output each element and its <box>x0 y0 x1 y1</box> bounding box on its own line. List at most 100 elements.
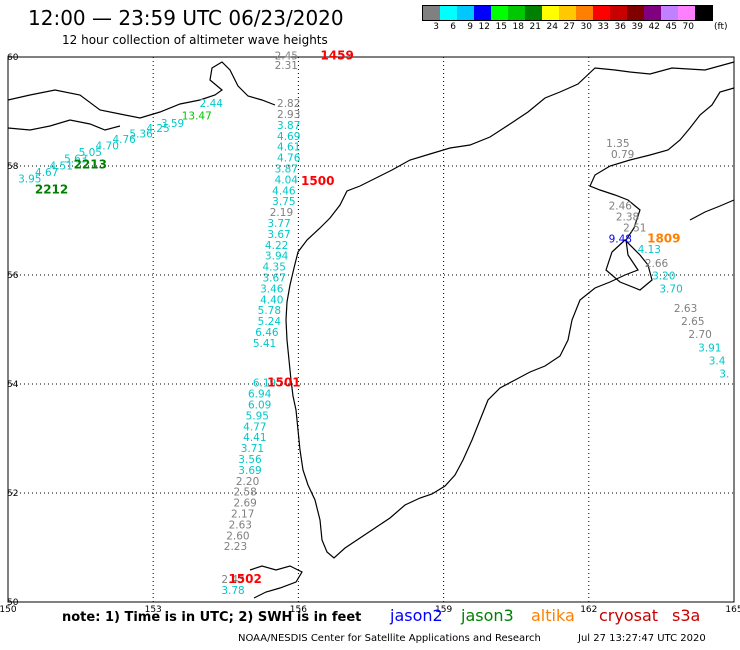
page-subtitle: 12 hour collection of altimeter wave hei… <box>62 33 328 47</box>
scale-swatch <box>508 6 525 20</box>
swh-value: 2.17 <box>231 509 254 521</box>
swh-value: 6.09 <box>248 400 271 412</box>
swh-value: 2.69 <box>233 498 256 510</box>
lon-tick-label: 165 <box>725 605 740 615</box>
swh-value: 3.75 <box>272 196 295 208</box>
sakhalin-tip <box>249 565 303 599</box>
scale-swatch <box>542 6 559 20</box>
coastline <box>7 61 735 599</box>
lon-tick-label: 153 <box>145 605 162 615</box>
swh-value: 2.70 <box>688 329 711 341</box>
swh-value: 2.58 <box>233 487 256 499</box>
scale-label: 42 <box>648 22 660 32</box>
scale-swatch <box>593 6 610 20</box>
lat-tick-label: 60 <box>7 53 19 63</box>
swh-value: 3.87 <box>275 164 298 176</box>
pass-time-label: 2213 <box>74 158 107 172</box>
swh-value: 2.65 <box>681 316 704 328</box>
swh-value: 3.56 <box>238 454 262 466</box>
scale-swatch <box>576 6 593 20</box>
pass-time-label: 1809 <box>647 231 680 245</box>
lon-tick-label: 159 <box>435 605 452 615</box>
scale-label: 30 <box>580 22 592 32</box>
scale-label: 24 <box>546 22 558 32</box>
color-scale-labels: 3 6 9 12 15 18 21 24 27 30 33 36 39 42 45 70 <box>422 22 713 32</box>
scale-label: 12 <box>478 22 490 32</box>
swh-value: 5.41 <box>253 338 276 350</box>
swh-value: 13.47 <box>182 111 212 123</box>
swh-value: 4.76 <box>277 153 301 165</box>
scale-label: 9 <box>467 22 473 32</box>
satellite-legend-cryosat: cryosat <box>599 606 659 625</box>
scale-swatch <box>491 6 508 20</box>
scale-label: 18 <box>512 22 524 32</box>
swh-value: 3.71 <box>241 443 264 455</box>
swh-value: 4.35 <box>263 262 286 274</box>
swh-value: 2.82 <box>277 98 300 110</box>
swh-value: 3.67 <box>267 229 290 241</box>
scale-swatch <box>423 6 440 20</box>
swh-value: 4.61 <box>277 142 300 154</box>
scale-label: 15 <box>495 22 507 32</box>
swh-value: 2.63 <box>229 519 252 531</box>
swh-value: 4.22 <box>265 240 288 252</box>
lat-tick-label: 54 <box>7 380 19 390</box>
swh-value: 2.60 <box>226 530 249 542</box>
swh-value: 2.46 <box>609 201 633 213</box>
shelikhov-bay-coast <box>7 61 276 119</box>
swh-value: 2.44 <box>200 98 224 110</box>
lat-tick-label: 50 <box>7 598 19 608</box>
swh-value: 4.46 <box>272 185 296 197</box>
swh-value: 4.70 <box>96 141 119 153</box>
color-scale-swatches <box>422 5 713 21</box>
swh-value: 6.46 <box>255 327 279 339</box>
axis-labels: 150 153 156 159 162 165 60 58 56 54 52 50 <box>0 53 740 615</box>
color-scale-legend: 3 6 9 12 15 18 21 24 27 30 33 36 39 42 45 70 (ft) <box>422 5 728 32</box>
scale-swatch <box>525 6 542 20</box>
lat-tick-label: 58 <box>7 162 19 172</box>
swh-value: 6.94 <box>248 389 272 401</box>
scale-label: 39 <box>631 22 643 32</box>
kamchatka-east-cape <box>605 239 653 291</box>
scale-swatch <box>440 6 457 20</box>
pass-time-label: 1502 <box>228 572 261 586</box>
satellite-legend-s3a: s3a <box>672 606 701 625</box>
lon-tick-label: 162 <box>580 605 597 615</box>
swh-value: 9.48 <box>609 233 632 245</box>
swh-value: 5.05 <box>79 147 102 159</box>
okhotsk-shore-west <box>7 119 121 131</box>
swh-value: 2.45 <box>275 51 298 63</box>
swh-value: 3. <box>719 368 729 380</box>
kamchatka-coastline <box>285 61 735 559</box>
scale-label: 3 <box>433 22 439 32</box>
swh-value: 5.24 <box>258 316 282 328</box>
swh-value: 2.23 <box>224 541 247 553</box>
footer-timestamp: Jul 27 13:27:47 UTC 2020 <box>578 633 706 644</box>
swh-value: 3.46 <box>260 283 284 295</box>
karaginsky-island <box>689 199 735 221</box>
satellite-legend-jason3: jason3 <box>461 606 514 625</box>
swh-value: 2.63 <box>674 303 697 315</box>
pass-time-label: 2212 <box>35 182 68 196</box>
swh-value: 5.63 <box>64 154 87 166</box>
pass-time-label: 1501 <box>267 376 300 390</box>
swh-value: 3.59 <box>161 118 184 130</box>
swh-value: 4.13 <box>638 244 661 256</box>
scale-swatch <box>559 6 576 20</box>
scale-label: 36 <box>614 22 626 32</box>
swh-value: 3.78 <box>221 585 244 597</box>
pass-time-label: 1500 <box>301 174 334 188</box>
scale-swatch <box>457 6 474 20</box>
scale-swatch <box>678 6 695 20</box>
footnote: note: 1) Time is in UTC; 2) SWH is in fe… <box>62 610 362 625</box>
scale-swatch <box>644 6 661 20</box>
lon-tick-label: 150 <box>0 605 17 615</box>
scale-swatch <box>474 6 491 20</box>
swh-value: 1.35 <box>606 138 629 150</box>
swh-value: 3.4 <box>709 355 726 367</box>
swh-value: 0.79 <box>611 149 634 161</box>
swh-value: 2.66 <box>645 258 669 270</box>
lat-tick-label: 56 <box>7 271 19 281</box>
swh-value: 3.67 <box>263 273 286 285</box>
